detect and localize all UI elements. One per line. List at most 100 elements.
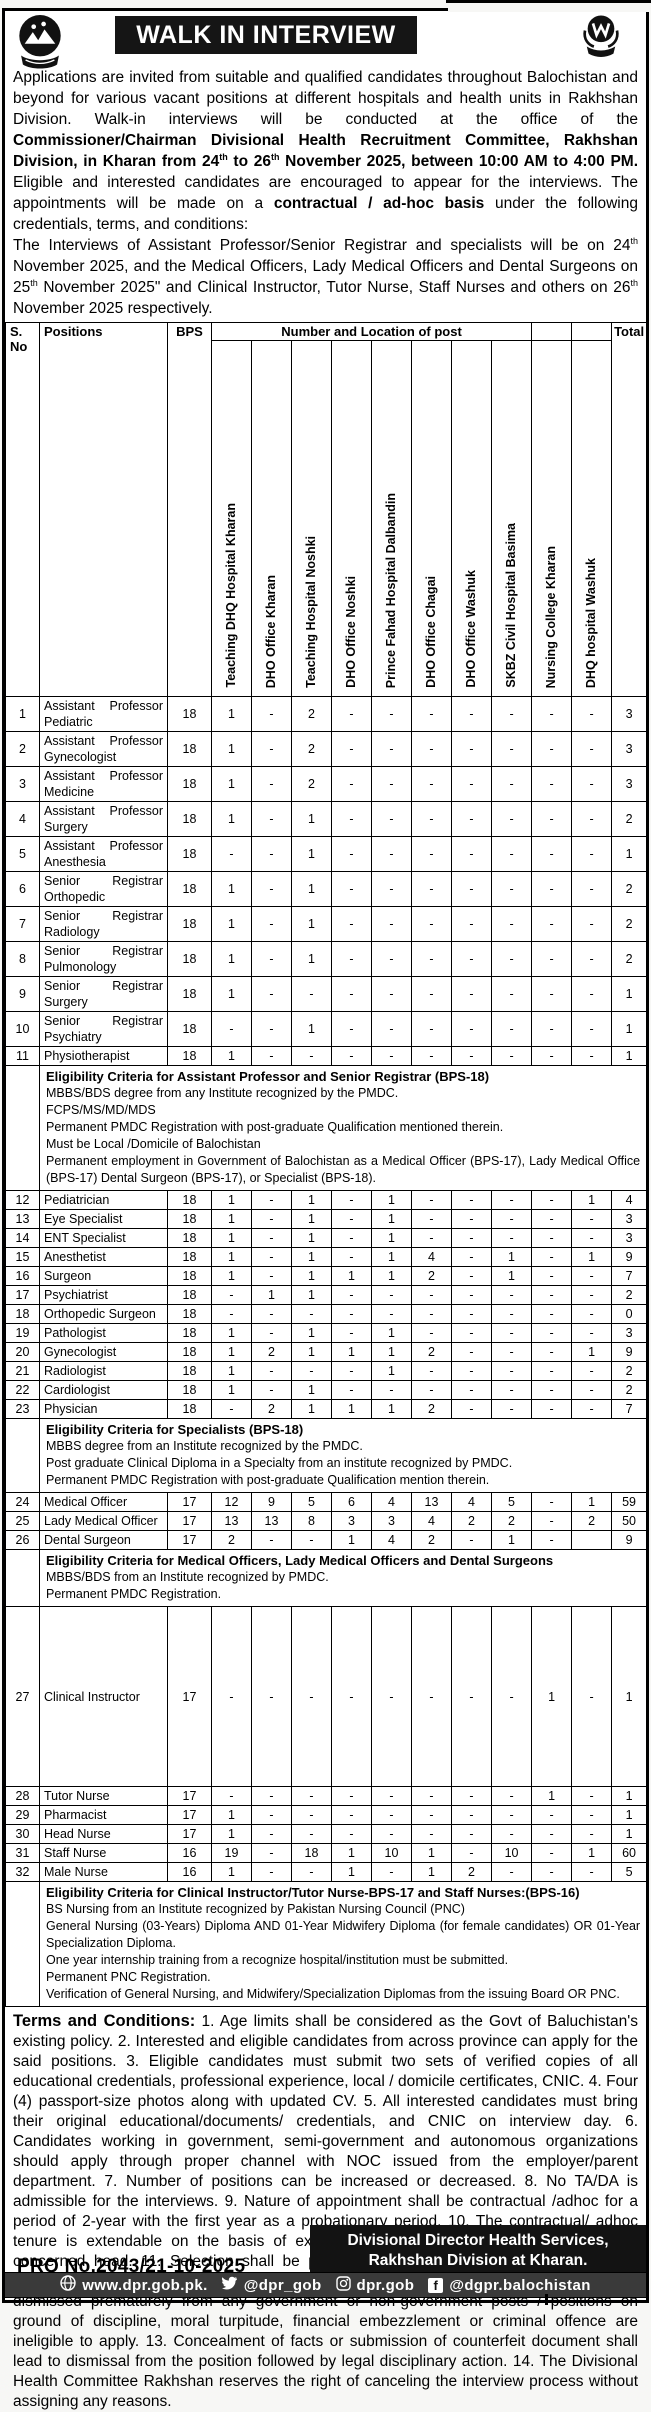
- post-count-cell: 10: [371, 1843, 412, 1863]
- location-column-header: DHO Office Chagai: [411, 340, 452, 697]
- sno-cell: 7: [5, 906, 40, 942]
- bps-cell: 18: [167, 1342, 212, 1362]
- post-count-cell: 1: [371, 1228, 412, 1248]
- post-count-cell: -: [371, 1011, 412, 1047]
- total-cell: 1: [611, 1805, 648, 1825]
- total-cell: 1: [611, 1046, 648, 1066]
- bps-cell: 17: [167, 1606, 212, 1787]
- post-count-cell: -: [451, 1209, 492, 1229]
- post-count-cell: 1: [291, 1190, 332, 1210]
- position-cell: Pediatrician: [39, 1190, 168, 1210]
- post-count-cell: -: [411, 1190, 452, 1210]
- sno-cell: 20: [5, 1342, 40, 1362]
- position-cell: Assistant Professor Pediatric: [39, 696, 168, 732]
- post-count-cell: -: [531, 1361, 573, 1381]
- post-count-cell: -: [411, 1323, 452, 1343]
- location-column-header: DHO Office Kharan: [251, 340, 292, 697]
- post-count-cell: 1: [211, 696, 252, 732]
- column-header-sno: S. No: [5, 322, 40, 697]
- post-count-cell: -: [531, 1228, 573, 1248]
- total-cell: 3: [611, 1323, 648, 1343]
- location-column-header: Teaching DHQ Hospital Kharan: [211, 340, 252, 697]
- post-count-cell: 1: [211, 1323, 252, 1343]
- post-count-cell: -: [451, 1786, 492, 1806]
- position-cell: Lady Medical Officer: [39, 1511, 168, 1531]
- post-count-cell: -: [251, 1824, 292, 1844]
- post-count-cell: -: [331, 1323, 372, 1343]
- post-count-cell: -: [571, 1323, 613, 1343]
- bps-cell: 17: [167, 1805, 212, 1825]
- eligibility-criteria-line: Permanent employment in Government of Ba…: [46, 1154, 641, 1185]
- post-count-cell: 1: [291, 1380, 332, 1400]
- post-row: 10 Senior Registrar Psychiatry 18- -1- - - - - -…: [5, 1011, 648, 1047]
- post-count-cell: -: [571, 1285, 613, 1305]
- sno-cell: 5: [5, 836, 40, 872]
- location-column-label: DHO Office Washuk: [463, 570, 478, 688]
- post-count-cell: 1: [211, 1190, 252, 1210]
- prq-number: PRQ No.2043/21-10-2025: [17, 2256, 246, 2277]
- post-count-cell: -: [451, 1342, 492, 1362]
- sno-cell: 17: [5, 1285, 40, 1305]
- post-count-cell: -: [531, 1190, 573, 1210]
- sno-cell: 8: [5, 941, 40, 977]
- post-count-cell: 1: [291, 1011, 332, 1047]
- post-count-cell: 4: [371, 1530, 412, 1550]
- position-cell: Senior Registrar Radiology: [39, 906, 168, 942]
- bps-cell: 16: [167, 1843, 212, 1863]
- post-count-cell: -: [490, 1323, 533, 1343]
- post-count-cell: -: [291, 1862, 332, 1882]
- post-count-cell: -: [531, 1862, 573, 1882]
- signature-box: Divisional Director Health Services, Rak…: [310, 2225, 646, 2277]
- post-count-cell: 1: [211, 941, 252, 977]
- post-count-cell: 1: [211, 1266, 252, 1286]
- post-count-cell: -: [371, 1786, 412, 1806]
- post-count-cell: 1: [211, 1862, 252, 1882]
- post-row: 7 Senior Registrar Radiology 18 1-1- - - - - - -2: [5, 906, 648, 942]
- post-count-cell: -: [490, 1011, 533, 1047]
- location-column-label: DHQ hospital Washuk: [584, 557, 598, 688]
- post-count-cell: -: [571, 1209, 613, 1229]
- total-cell: 1: [611, 1824, 648, 1844]
- post-count-cell: -: [411, 1824, 452, 1844]
- post-count-cell: 19: [211, 1843, 252, 1863]
- facebook-handle: @dgpr.balochistan: [449, 2276, 591, 2294]
- bps-cell: 18: [167, 766, 212, 802]
- post-count-cell: 1: [211, 1209, 252, 1229]
- post-count-cell: -: [291, 1824, 332, 1844]
- post-count-cell: 1: [291, 1209, 332, 1229]
- post-count-cell: -: [251, 1361, 292, 1381]
- position-cell: Orthopedic Surgeon: [39, 1304, 168, 1324]
- post-count-cell: -: [571, 1786, 613, 1806]
- location-column-label: Teaching Hospital Noshki: [303, 536, 318, 688]
- sno-cell: 16: [5, 1266, 40, 1286]
- post-count-cell: -: [490, 1228, 533, 1248]
- location-column-header: DHQ hospital Washuk: [571, 340, 613, 697]
- post-count-cell: 2: [251, 1342, 292, 1362]
- sno-cell: 11: [5, 1046, 40, 1066]
- post-count-cell: -: [331, 1361, 372, 1381]
- post-row: 13 Eye Specialist 18 1-1-1- - - - -3: [5, 1209, 648, 1229]
- eligibility-criteria-line: MBBS/BDS degree from any Institute recog…: [46, 1086, 399, 1100]
- post-count-cell: -: [531, 1266, 573, 1286]
- post-count-cell: -: [251, 941, 292, 977]
- post-count-cell: -: [490, 1342, 533, 1362]
- total-cell: 3: [611, 1228, 648, 1248]
- position-cell: Medical Officer: [39, 1492, 168, 1512]
- post-row: 4 Assistant Professor Surgery 18 1-1- - - - - - -…: [5, 801, 648, 837]
- post-row: 6 Senior Registrar Orthopedic 18 1-1- - - - - - -…: [5, 871, 648, 907]
- eligibility-criteria-line: General Nursing (03-Years) Diploma AND 0…: [46, 1919, 641, 1950]
- post-count-cell: -: [411, 1285, 452, 1305]
- bps-cell: 18: [167, 696, 212, 732]
- bps-cell: 18: [167, 1266, 212, 1286]
- bps-cell: 18: [167, 941, 212, 977]
- post-count-cell: -: [451, 766, 492, 802]
- post-count-cell: -: [291, 976, 332, 1012]
- post-count-cell: -: [291, 1046, 332, 1066]
- post-count-cell: -: [451, 1843, 492, 1863]
- intro-paragraph-2: The Interviews of Assistant Professor/Se…: [13, 235, 638, 319]
- total-cell: 3: [611, 766, 648, 802]
- column-header-bps: BPS: [167, 322, 212, 697]
- post-count-cell: 1: [291, 836, 332, 872]
- post-row: 16 Surgeon 18 1-1 1 1 2-1- -7: [5, 1266, 648, 1286]
- post-count-cell: -: [531, 906, 573, 942]
